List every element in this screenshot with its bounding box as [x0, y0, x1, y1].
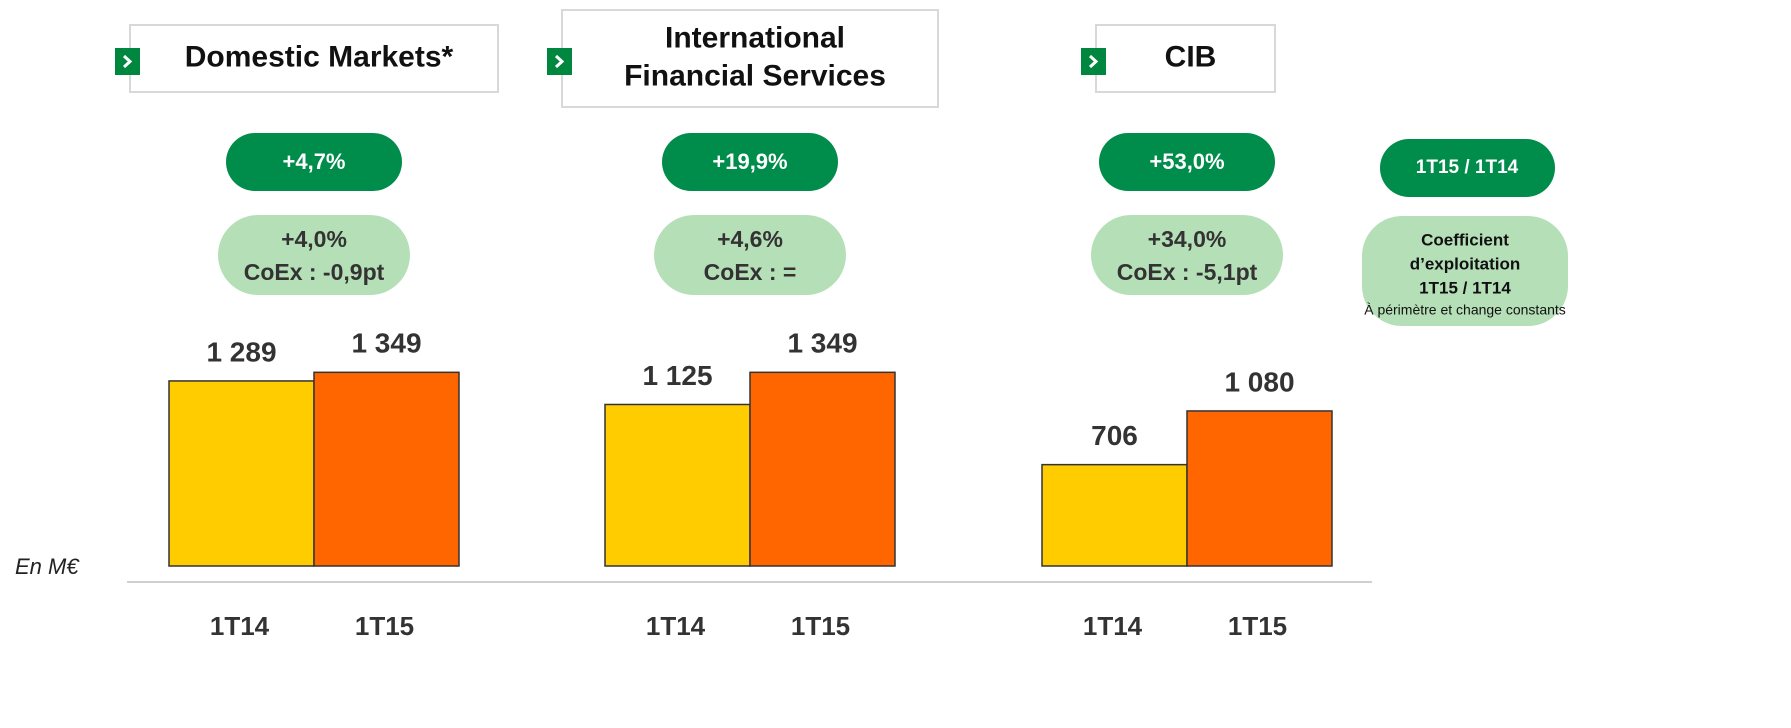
header-title: Financial Services: [624, 59, 886, 92]
growth-label: +4,7%: [283, 149, 346, 174]
value-label: 1 349: [351, 328, 421, 359]
coex-label: CoEx : -5,1pt: [1117, 259, 1258, 285]
constant-growth: +4,6%: [717, 226, 783, 252]
header-title: International: [665, 21, 845, 54]
legend-growth: 1T15 / 1T14: [1416, 157, 1519, 178]
value-label: 706: [1091, 420, 1138, 451]
header-box: [129, 24, 499, 93]
category-label: 1T14: [646, 611, 706, 641]
constant-growth: +34,0%: [1148, 226, 1227, 252]
header-title: Domestic Markets*: [185, 40, 454, 73]
category-label: 1T15: [1228, 611, 1287, 641]
category-label: 1T14: [1083, 611, 1143, 641]
growth-pill: [662, 133, 838, 191]
growth-label: +53,0%: [1149, 149, 1224, 174]
bar: [313, 371, 460, 567]
growth-pill: [226, 133, 402, 191]
unit-label: En M€: [15, 554, 80, 579]
growth-label: +19,9%: [712, 149, 787, 174]
coex-label: CoEx : -0,9pt: [244, 259, 385, 285]
header-chevron: [1088, 54, 1099, 69]
header-icon: [1081, 48, 1106, 75]
legend-note: À périmètre et change constants: [1364, 302, 1566, 318]
constant-growth: +4,0%: [281, 226, 347, 252]
legend-coex: d’exploitation: [1410, 254, 1521, 273]
header-chevron: [554, 54, 565, 69]
header-icon: [547, 48, 572, 75]
legend-coex-pill: [1362, 216, 1568, 326]
category-label: 1T15: [355, 611, 414, 641]
category-label: 1T14: [210, 611, 270, 641]
coex-pill: [1091, 215, 1283, 295]
header-chevron: [122, 54, 133, 69]
legend-growth-pill: [1380, 139, 1555, 197]
bar: [168, 380, 315, 567]
header-icon: [115, 48, 140, 75]
value-label: 1 349: [787, 328, 857, 359]
bar: [1186, 410, 1333, 567]
growth-pill: [1099, 133, 1275, 191]
coex-pill: [654, 215, 846, 295]
value-label: 1 125: [642, 360, 712, 391]
legend-coex: Coefficient: [1421, 230, 1509, 249]
header-title: CIB: [1165, 40, 1217, 73]
value-label: 1 289: [206, 336, 276, 367]
coex-pill: [218, 215, 410, 295]
bar: [604, 403, 751, 567]
category-label: 1T15: [791, 611, 850, 641]
header-box: [561, 9, 939, 108]
legend-coex: 1T15 / 1T14: [1419, 278, 1511, 297]
bar: [1041, 463, 1188, 567]
coex-label: CoEx : =: [704, 259, 797, 285]
bar: [749, 371, 896, 567]
value-label: 1 080: [1224, 366, 1294, 397]
